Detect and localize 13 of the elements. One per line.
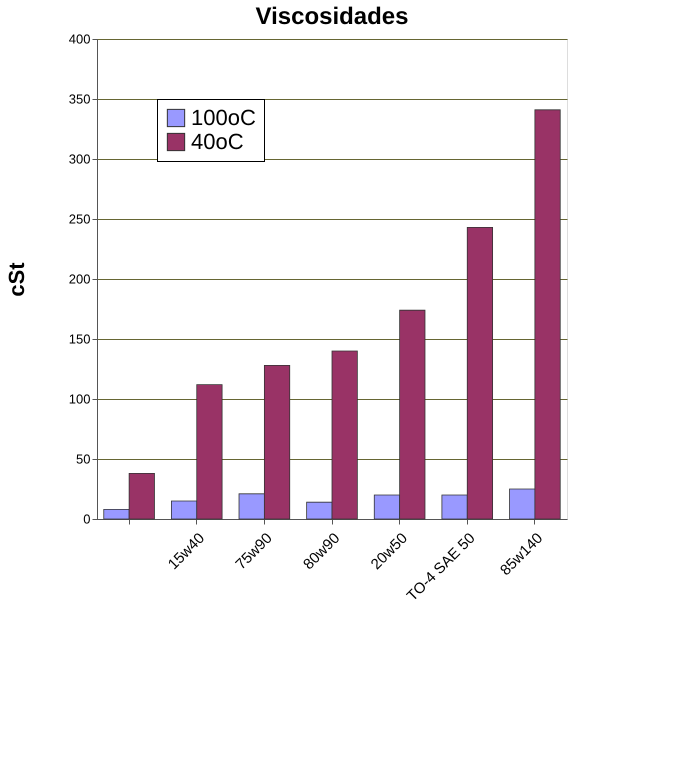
y-tick-label: 400 [68,32,90,46]
y-tick-label: 150 [68,332,90,346]
y-axis-title: cSt [4,262,29,297]
y-tick-label: 300 [68,152,90,166]
legend-label: 100oC [191,105,256,130]
y-tick-label: 200 [68,272,90,286]
y-tick-label: 50 [76,452,90,466]
y-tick-label: 350 [68,92,90,106]
chart-title: Viscosidades [256,3,408,30]
y-tick-label: 250 [68,212,90,226]
legend-label: 40oC [191,129,244,154]
y-tick-label: 100 [68,392,90,406]
y-tick-label: 0 [83,512,90,526]
